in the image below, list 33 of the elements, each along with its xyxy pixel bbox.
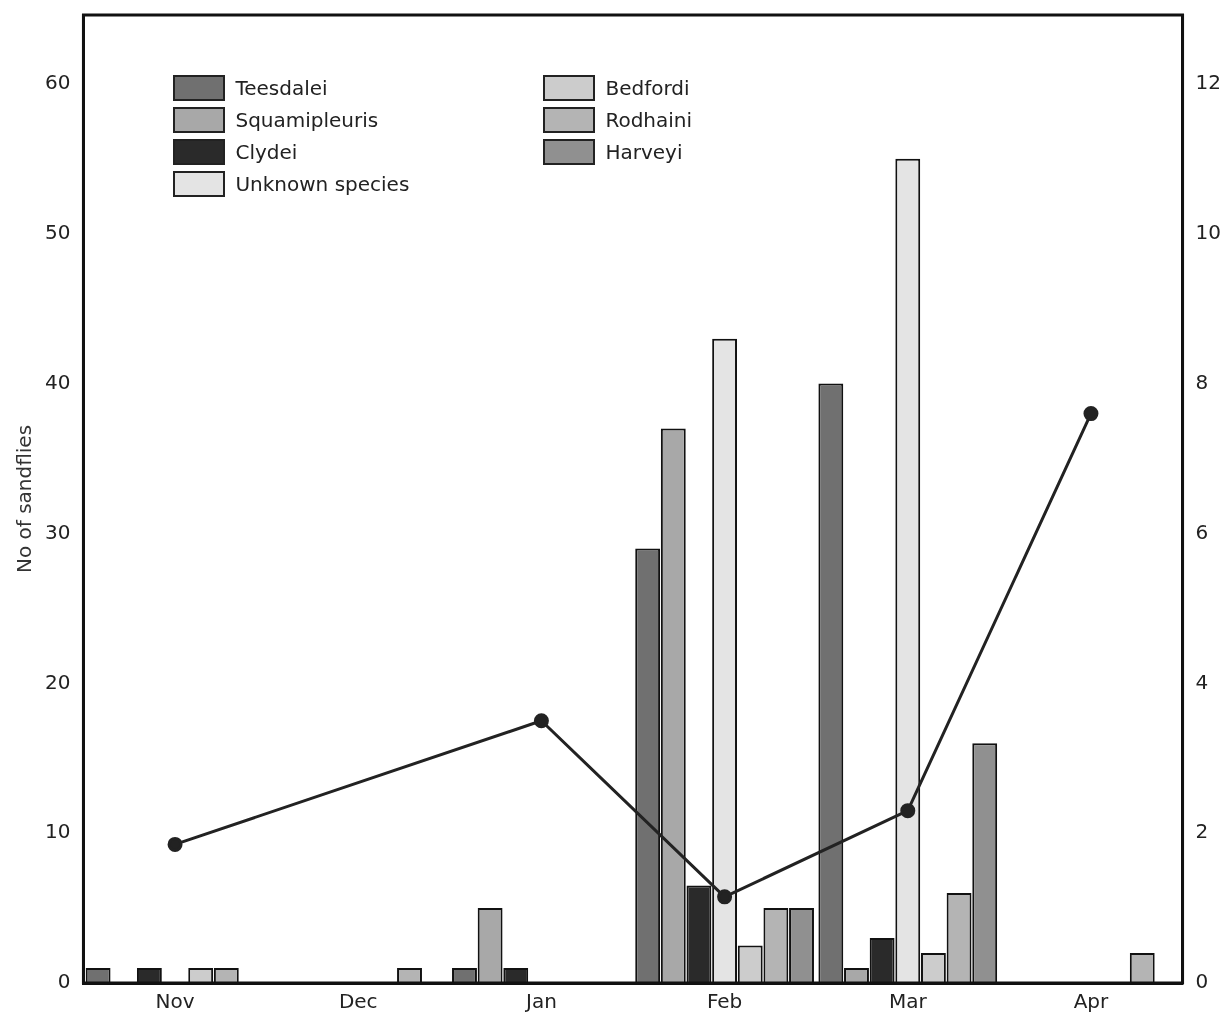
y-tick-label: 10 bbox=[45, 819, 71, 844]
point bbox=[533, 713, 549, 729]
y-tick-label: 0 bbox=[57, 969, 71, 994]
x-tick-label: Dec bbox=[338, 989, 378, 1014]
x-tick-label: Nov bbox=[155, 989, 195, 1014]
legend-label: Unknown species bbox=[235, 172, 410, 196]
point bbox=[717, 889, 733, 905]
y2-tick-label: 12 bbox=[1195, 70, 1221, 95]
y2-tick-label: 6 bbox=[1195, 519, 1209, 544]
y2-tick-label: 4 bbox=[1195, 669, 1209, 694]
y2-tick-label: 8 bbox=[1195, 369, 1209, 394]
point bbox=[167, 836, 183, 852]
y2-tick-label: 2 bbox=[1195, 819, 1209, 844]
x-tick-label: Feb bbox=[706, 989, 743, 1014]
legend-label: Bedfordi bbox=[605, 76, 690, 100]
y2-tick-label: 0 bbox=[1195, 969, 1209, 994]
legend-label: Harveyi bbox=[605, 140, 683, 164]
y2-tick-label: 10 bbox=[1195, 219, 1221, 244]
y-tick-label: 30 bbox=[45, 519, 71, 544]
legend-label: Clydei bbox=[235, 140, 298, 164]
point bbox=[1083, 406, 1099, 422]
x-tick-label: Apr bbox=[1073, 989, 1110, 1014]
legend-label: Rodhaini bbox=[605, 108, 693, 132]
point bbox=[900, 803, 916, 819]
y-tick-label: 20 bbox=[45, 669, 71, 694]
legend-label: Squamipleuris bbox=[235, 108, 379, 132]
x-tick-label: Jan bbox=[523, 989, 557, 1014]
y-tick-label: 60 bbox=[45, 70, 71, 95]
y-tick-label: 50 bbox=[45, 219, 71, 244]
y-axis-title: No of sandflies bbox=[12, 424, 37, 574]
x-tick-label: Mar bbox=[888, 989, 928, 1014]
legend-label: Teesdalei bbox=[235, 76, 328, 100]
y-tick-label: 40 bbox=[45, 369, 71, 394]
